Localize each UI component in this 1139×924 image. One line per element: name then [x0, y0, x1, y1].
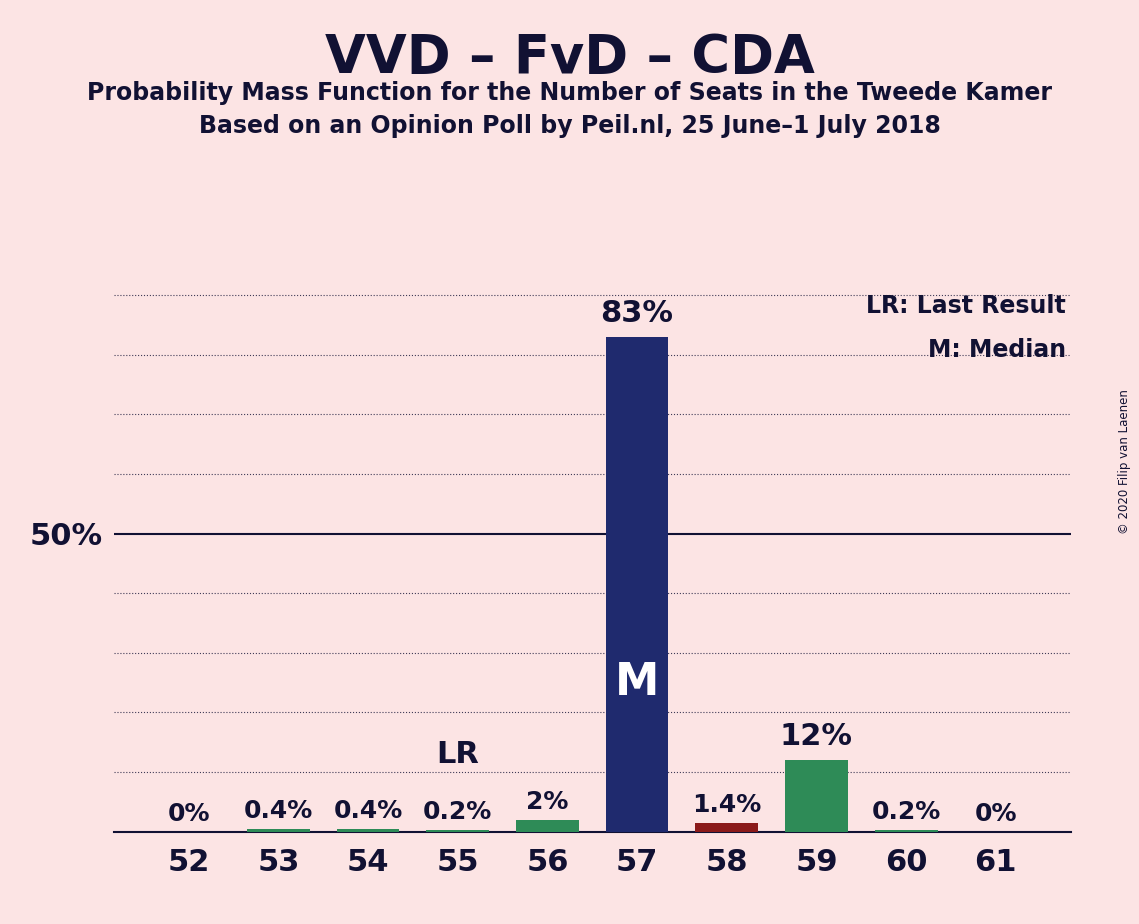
Text: 83%: 83% [600, 298, 673, 328]
Bar [337, 829, 400, 832]
Bar [696, 823, 759, 832]
Bar [785, 760, 847, 832]
Text: 0%: 0% [167, 802, 210, 826]
Text: 2%: 2% [526, 790, 568, 814]
Text: M: Median: M: Median [928, 338, 1066, 362]
Bar [875, 831, 937, 832]
Text: 12%: 12% [780, 723, 853, 751]
Text: 1.4%: 1.4% [693, 794, 761, 818]
Bar [247, 829, 310, 832]
Text: VVD – FvD – CDA: VVD – FvD – CDA [325, 32, 814, 84]
Text: 0.4%: 0.4% [334, 799, 403, 823]
Text: 0%: 0% [975, 802, 1017, 826]
Bar [606, 337, 669, 832]
Text: 0.2%: 0.2% [871, 800, 941, 824]
Text: M: M [615, 661, 659, 704]
Text: Probability Mass Function for the Number of Seats in the Tweede Kamer: Probability Mass Function for the Number… [87, 81, 1052, 105]
Text: LR: LR [436, 740, 480, 769]
Text: © 2020 Filip van Laenen: © 2020 Filip van Laenen [1118, 390, 1131, 534]
Text: 0.2%: 0.2% [424, 800, 492, 824]
Text: Based on an Opinion Poll by Peil.nl, 25 June–1 July 2018: Based on an Opinion Poll by Peil.nl, 25 … [198, 114, 941, 138]
Text: LR: Last Result: LR: Last Result [866, 294, 1066, 318]
Text: 0.4%: 0.4% [244, 799, 313, 823]
Bar [426, 831, 489, 832]
Bar [516, 820, 579, 832]
